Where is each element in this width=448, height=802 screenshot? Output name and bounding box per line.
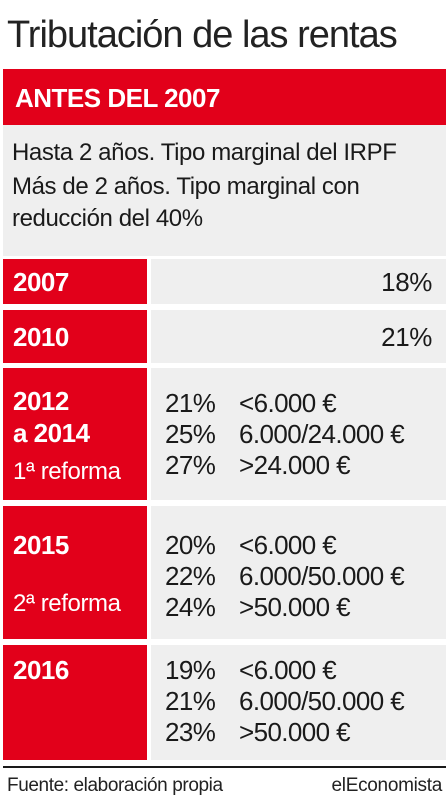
reform-label: 2ª reforma <box>13 590 121 617</box>
bracket-line: 20% <6.000 € <box>165 530 337 560</box>
year-label: 2015 <box>13 530 69 560</box>
bracket-pct: 25% <box>165 419 216 449</box>
year-cell: 2007 <box>3 259 147 304</box>
bracket-line: 22% 6.000/50.000 € <box>165 561 405 591</box>
bracket-range: >50.000 € <box>239 592 351 622</box>
year-label-line-1: 2012 <box>13 386 69 416</box>
bracket-range: <6.000 € <box>239 388 337 418</box>
bracket-pct: 21% <box>165 388 216 418</box>
before-2007-line-3: reducción del 40% <box>12 205 203 232</box>
year-cell: 2016 <box>3 645 147 760</box>
bracket-line: 27% >24.000 € <box>165 450 351 480</box>
bracket-range: 6.000/24.000 € <box>239 419 405 449</box>
brand-logo-text: elEconomista <box>331 775 443 796</box>
rate-value: 21% <box>381 322 432 352</box>
bracket-pct: 20% <box>165 530 216 560</box>
before-2007-header-label: ANTES DEL 2007 <box>15 83 220 113</box>
reform-label: 1ª reforma <box>13 458 121 485</box>
page-title: Tributación de las rentas <box>7 14 398 56</box>
year-label-line-2: a 2014 <box>13 418 90 448</box>
year-label: 2007 <box>13 267 69 297</box>
table-row-2007: 2007 18% <box>3 259 446 304</box>
year-cell: 2010 <box>3 310 147 363</box>
rate-cell: 21% <box>151 310 446 363</box>
year-cell: 2015 2ª reforma <box>3 506 147 639</box>
before-2007-header: ANTES DEL 2007 <box>3 69 446 125</box>
bracket-pct: 24% <box>165 592 216 622</box>
brackets-cell: 20% <6.000 € 22% 6.000/50.000 € 24% >50.000… <box>151 506 446 639</box>
bracket-range: >24.000 € <box>239 450 351 480</box>
year-label: 2010 <box>13 322 69 352</box>
bracket-pct: 22% <box>165 561 216 591</box>
brackets-cell: 21% <6.000 € 25% 6.000/24.000 € 27% >24.000… <box>151 368 446 500</box>
table-row-2012-2014: 2012 a 2014 1ª reforma 21% <6.000 € 25% 6.… <box>3 368 446 500</box>
bracket-line: 24% >50.000 € <box>165 592 351 622</box>
bracket-line: 21% <6.000 € <box>165 388 337 418</box>
rate-value: 18% <box>381 267 432 297</box>
bracket-range: 6.000/50.000 € <box>239 561 405 591</box>
table-row-2015: 2015 2ª reforma 20% <6.000 € 22% 6.000/50.… <box>3 506 446 639</box>
before-2007-line-1: Hasta 2 años. Tipo marginal del IRPF <box>12 139 397 166</box>
footer-divider <box>3 766 446 768</box>
bracket-pct: 23% <box>165 717 216 747</box>
bracket-pct: 21% <box>165 686 216 716</box>
bracket-line: 25% 6.000/24.000 € <box>165 419 405 449</box>
bracket-range: <6.000 € <box>239 530 337 560</box>
year-cell: 2012 a 2014 1ª reforma <box>3 368 147 500</box>
bracket-line: 21% 6.000/50.000 € <box>165 686 405 716</box>
bracket-pct: 19% <box>165 655 216 685</box>
bracket-range: <6.000 € <box>239 655 337 685</box>
before-2007-line-2: Más de 2 años. Tipo marginal con <box>12 173 360 200</box>
rate-cell: 18% <box>151 259 446 304</box>
bracket-range: 6.000/50.000 € <box>239 686 405 716</box>
year-label: 2016 <box>13 655 69 685</box>
brackets-cell: 19% <6.000 € 21% 6.000/50.000 € 23% >50.000… <box>151 645 446 760</box>
table-row-2016: 2016 19% <6.000 € 21% 6.000/50.000 € 23% >5… <box>3 645 446 760</box>
bracket-line: 19% <6.000 € <box>165 655 337 685</box>
bracket-line: 23% >50.000 € <box>165 717 351 747</box>
bracket-pct: 27% <box>165 450 216 480</box>
table-row-2010: 2010 21% <box>3 310 446 363</box>
source-note: Fuente: elaboración propia <box>7 775 223 796</box>
bracket-range: >50.000 € <box>239 717 351 747</box>
